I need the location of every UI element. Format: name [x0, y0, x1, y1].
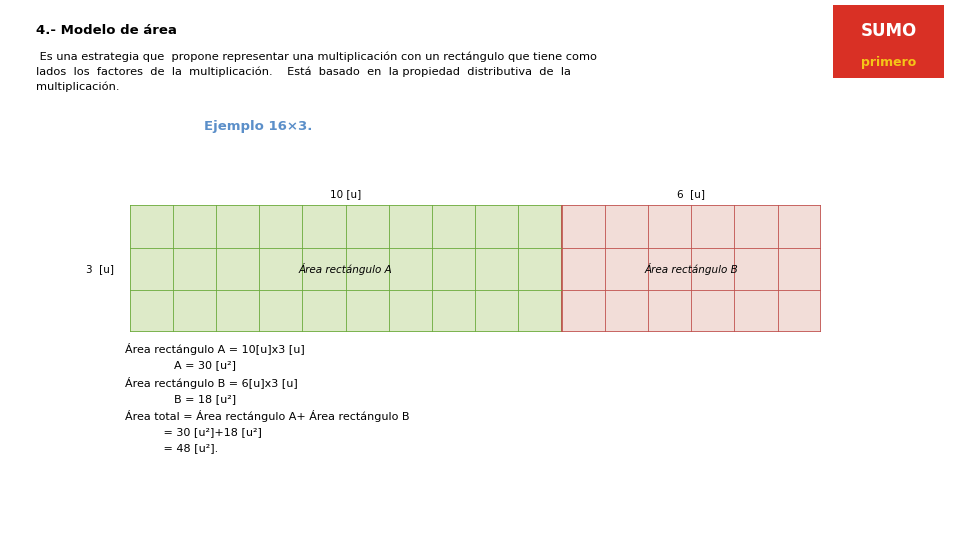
- FancyBboxPatch shape: [827, 1, 950, 83]
- Text: Ejemplo 16×3.: Ejemplo 16×3.: [204, 120, 313, 133]
- Text: Área rectángulo A = 10[u]x3 [u]
              A = 30 [u²]
Área rectángulo B = 6[: Área rectángulo A = 10[u]x3 [u] A = 30 […: [125, 343, 409, 453]
- Text: Área rectángulo A: Área rectángulo A: [299, 262, 393, 275]
- Text: 6  [u]: 6 [u]: [677, 189, 706, 199]
- Text: primero: primero: [861, 56, 916, 69]
- Text: SUMO: SUMO: [860, 22, 917, 40]
- Text: 10 [u]: 10 [u]: [330, 189, 361, 199]
- Bar: [130, 205, 562, 332]
- Text: 4.- Modelo de área: 4.- Modelo de área: [36, 24, 178, 37]
- Text: Área rectángulo B: Área rectángulo B: [644, 262, 738, 275]
- Text: 3  [u]: 3 [u]: [86, 264, 114, 274]
- Bar: [562, 205, 821, 332]
- Text: Es una estrategia que  propone representar una multiplicación con un rectángulo : Es una estrategia que propone representa…: [36, 51, 597, 92]
